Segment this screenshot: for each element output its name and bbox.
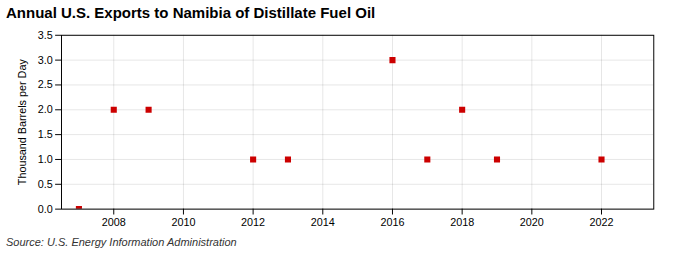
svg-text:2014: 2014 <box>311 216 335 228</box>
svg-text:1.5: 1.5 <box>38 128 53 140</box>
svg-text:2010: 2010 <box>171 216 195 228</box>
svg-text:3.0: 3.0 <box>38 54 53 66</box>
svg-text:2020: 2020 <box>520 216 544 228</box>
html-text:Source: U.S. Energy Informatio: Source: U.S. Energy Information Administ… <box>6 236 237 249</box>
svg-text:2.5: 2.5 <box>38 78 53 90</box>
svg-text:Thousand Barrels per Day: Thousand Barrels per Day <box>16 59 28 186</box>
svg-text:2.0: 2.0 <box>38 103 53 115</box>
svg-text:2022: 2022 <box>589 216 613 228</box>
svg-text:2012: 2012 <box>241 216 265 228</box>
svg-text:0.5: 0.5 <box>38 178 53 190</box>
svg-text:2016: 2016 <box>380 216 404 228</box>
svg-text:3.5: 3.5 <box>38 29 53 41</box>
svg-text:2008: 2008 <box>102 216 126 228</box>
svg-text:2018: 2018 <box>450 216 474 228</box>
svg-text:0.0: 0.0 <box>38 203 53 215</box>
svg-text:1.0: 1.0 <box>38 153 53 165</box>
html-text:Annual U.S. Exports to Namibia: Annual U.S. Exports to Namibia of Distil… <box>6 4 376 21</box>
